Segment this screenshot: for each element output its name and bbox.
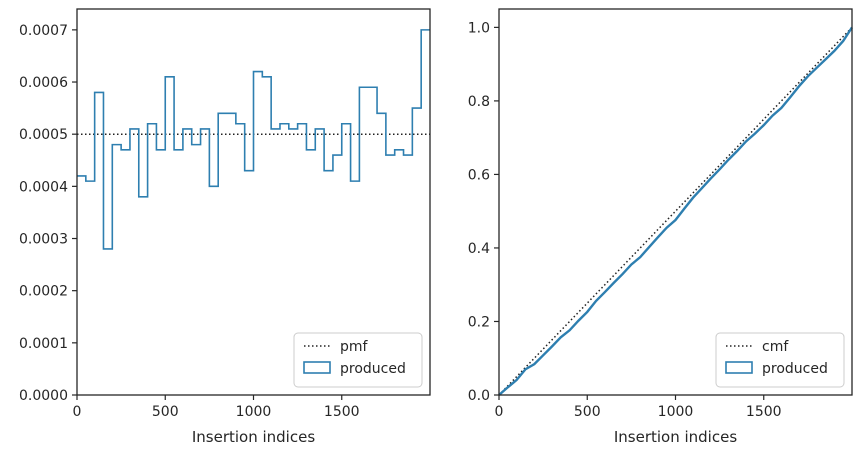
right-panel-cmf: 0 500 1000 1500 0.0 0.2 0.4 0.6 0.8 1.0 Insertion … xyxy=(468,8,854,446)
x-tick-label: 0 xyxy=(73,404,82,420)
y-tick-label: 1.0 xyxy=(468,20,490,36)
reference-line-cmf xyxy=(498,26,853,396)
legend-label-cmf: cmf xyxy=(762,339,789,355)
x-tick-label: 500 xyxy=(574,404,601,420)
y-tick-label: 0.8 xyxy=(468,94,490,110)
y-tick-label: 0.0002 xyxy=(19,284,68,300)
x-tick-label: 1500 xyxy=(324,404,360,420)
x-axis-label: Insertion indices xyxy=(192,428,315,446)
legend-swatch-box xyxy=(303,361,331,374)
y-tick-label: 0.0003 xyxy=(19,232,68,248)
left-panel-pmf: 0 500 1000 1500 0.0000 0.0001 0.0002 0.0003 0.00… xyxy=(19,8,431,446)
legend: pmf produced xyxy=(293,332,423,388)
y-tick-label: 0.0005 xyxy=(19,127,68,143)
y-tick-label: 0.2 xyxy=(468,314,490,330)
x-tick-label: 1000 xyxy=(236,404,272,420)
x-axis-label: Insertion indices xyxy=(614,428,737,446)
y-tick-label: 0.4 xyxy=(468,241,490,257)
legend-label-pmf: pmf xyxy=(340,339,369,355)
y-tick-label: 0.0007 xyxy=(19,23,68,39)
y-tick-label: 0.6 xyxy=(468,167,490,183)
legend-label-produced: produced xyxy=(762,361,828,377)
y-tick-label: 0.0004 xyxy=(19,179,68,195)
x-tick-label: 0 xyxy=(495,404,504,420)
cumulative-line-produced xyxy=(498,26,854,396)
y-tick-label: 0.0000 xyxy=(19,388,68,404)
x-tick-label: 1500 xyxy=(746,404,782,420)
x-tick-label: 1000 xyxy=(658,404,694,420)
legend-label-produced: produced xyxy=(340,361,406,377)
x-tick-label: 500 xyxy=(152,404,179,420)
legend-swatch-box xyxy=(725,361,753,374)
y-tick-label: 0.0001 xyxy=(19,336,68,352)
legend: cmf produced xyxy=(715,332,845,388)
histogram-step-line xyxy=(77,29,430,250)
y-tick-label: 0.0006 xyxy=(19,75,68,91)
y-tick-label: 0.0 xyxy=(468,388,490,404)
